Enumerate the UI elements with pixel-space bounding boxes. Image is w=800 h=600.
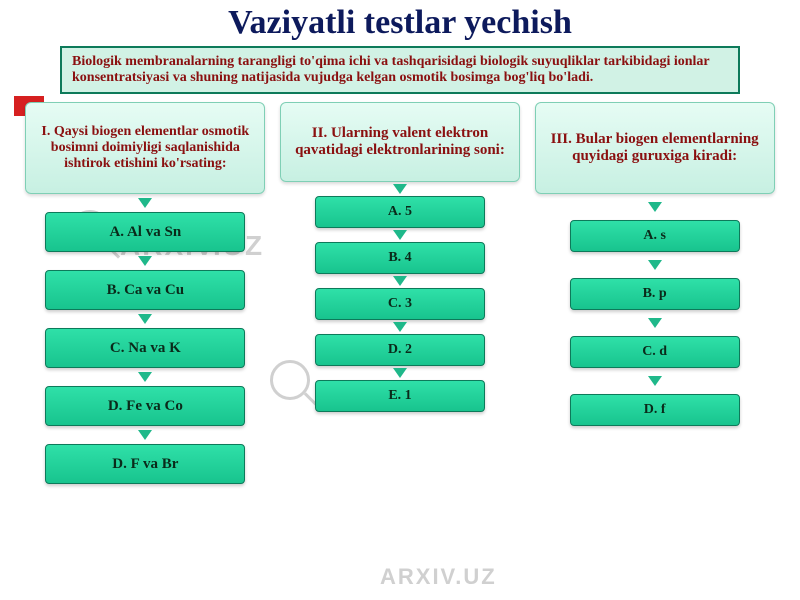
- columns-container: I. Qaysi biogen elementlar osmotik bosim…: [0, 102, 800, 484]
- watermark-text: ARXIV.UZ: [380, 564, 497, 590]
- option-box: D. F va Br: [45, 444, 245, 484]
- arrow-icon: [648, 260, 662, 270]
- option-box: B. p: [570, 278, 740, 310]
- column-3: III. Bular biogen elementlarning quyidag…: [535, 102, 775, 484]
- option-box: D. 2: [315, 334, 485, 366]
- option-box: D. Fe va Co: [45, 386, 245, 426]
- arrow-icon: [138, 430, 152, 440]
- arrow-icon: [138, 314, 152, 324]
- column-header: II. Ularning valent elektron qavatidagi …: [280, 102, 520, 182]
- arrow-icon: [648, 376, 662, 386]
- arrow-icon: [393, 184, 407, 194]
- option-box: D. f: [570, 394, 740, 426]
- arrow-icon: [138, 372, 152, 382]
- option-box: E. 1: [315, 380, 485, 412]
- option-box: C. Na va K: [45, 328, 245, 368]
- page-title: Vaziyatli testlar yechish: [0, 0, 800, 42]
- arrow-icon: [393, 368, 407, 378]
- arrow-icon: [393, 322, 407, 332]
- option-box: B. Ca va Cu: [45, 270, 245, 310]
- arrow-icon: [393, 276, 407, 286]
- column-header: III. Bular biogen elementlarning quyidag…: [535, 102, 775, 194]
- arrow-icon: [138, 256, 152, 266]
- arrow-icon: [393, 230, 407, 240]
- column-2: II. Ularning valent elektron qavatidagi …: [280, 102, 520, 484]
- option-box: C. 3: [315, 288, 485, 320]
- option-box: A. Al va Sn: [45, 212, 245, 252]
- arrow-icon: [648, 202, 662, 212]
- option-box: C. d: [570, 336, 740, 368]
- option-box: A. s: [570, 220, 740, 252]
- column-1: I. Qaysi biogen elementlar osmotik bosim…: [25, 102, 265, 484]
- arrow-icon: [648, 318, 662, 328]
- option-box: B. 4: [315, 242, 485, 274]
- intro-text: Biologik membranalarning tarangligi to'q…: [72, 54, 709, 85]
- arrow-icon: [138, 198, 152, 208]
- intro-box: Biologik membranalarning tarangligi to'q…: [60, 46, 740, 94]
- column-header: I. Qaysi biogen elementlar osmotik bosim…: [25, 102, 265, 194]
- option-box: A. 5: [315, 196, 485, 228]
